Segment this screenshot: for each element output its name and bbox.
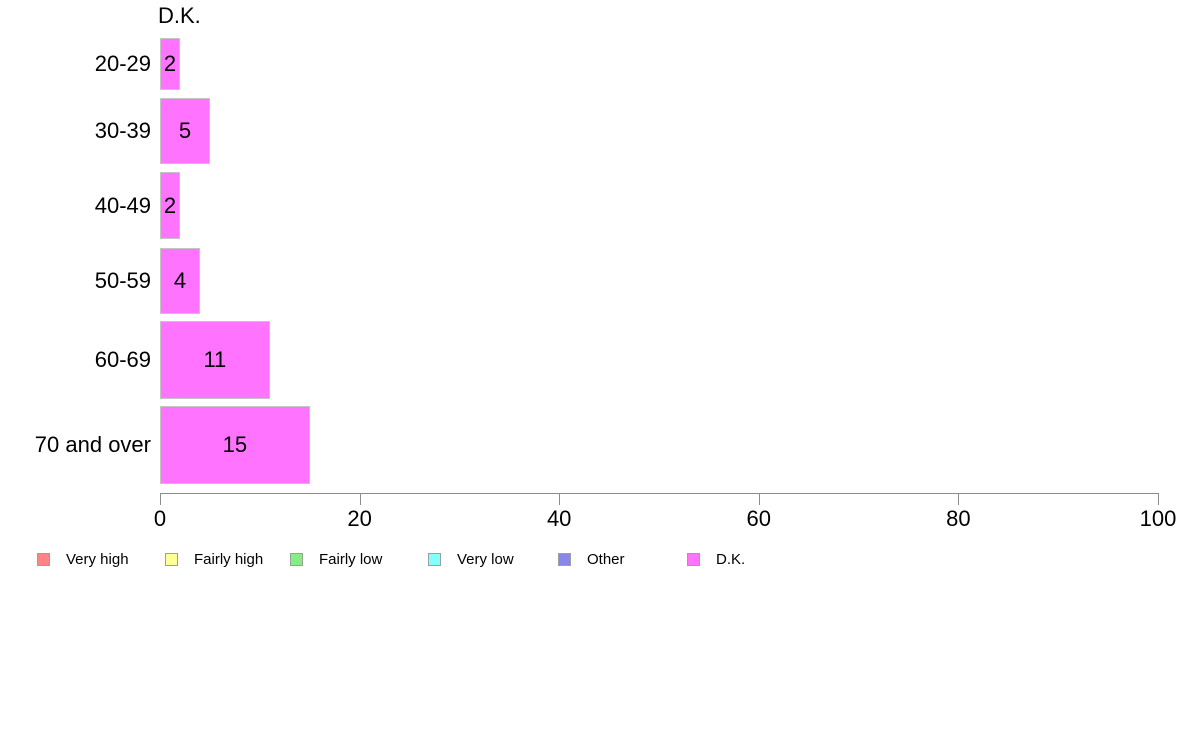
x-axis-tick-label: 60 xyxy=(746,506,772,531)
x-axis-tick-label: 80 xyxy=(946,506,971,531)
category-label: 30-39 xyxy=(94,118,151,143)
bar-value-label: 11 xyxy=(203,347,227,372)
legend-item: Other xyxy=(558,550,625,568)
bar-value-label: 5 xyxy=(178,118,192,143)
legend-item: D.K. xyxy=(687,550,746,568)
x-axis-tick xyxy=(160,493,161,505)
legend-swatch-icon xyxy=(290,552,303,566)
legend-item: Fairly low xyxy=(290,550,383,568)
legend-item: Fairly high xyxy=(165,550,264,568)
x-axis-tick xyxy=(758,493,760,505)
bar: 2 xyxy=(160,172,180,239)
x-axis-tick-label: 100 xyxy=(1139,506,1177,531)
legend-swatch-icon xyxy=(687,552,700,566)
legend-label: Other xyxy=(587,550,625,568)
bar: 4 xyxy=(160,248,200,314)
x-axis-tick xyxy=(1158,493,1159,505)
bar: 15 xyxy=(160,406,310,484)
x-axis-tick-label: 20 xyxy=(347,506,372,531)
legend-label: Very high xyxy=(66,550,129,568)
legend-swatch-icon xyxy=(37,552,50,566)
chart-title: D.K. xyxy=(158,3,201,28)
x-axis-tick xyxy=(958,493,960,505)
x-axis-tick xyxy=(559,493,561,505)
category-label: 60-69 xyxy=(94,347,151,372)
bar-value-label: 2 xyxy=(163,51,177,76)
bar: 2 xyxy=(160,38,180,90)
legend-swatch-icon xyxy=(165,552,178,566)
legend-swatch-icon xyxy=(558,552,571,566)
category-label: 40-49 xyxy=(94,192,151,218)
category-label: 50-59 xyxy=(94,268,151,293)
legend-label: Fairly low xyxy=(319,550,383,568)
legend-item: Very high xyxy=(37,550,129,568)
bar-value-label: 15 xyxy=(222,432,248,457)
category-label: 70 and over xyxy=(34,432,151,457)
legend-label: D.K. xyxy=(716,550,746,568)
bar: 11 xyxy=(160,321,270,399)
x-axis-tick-label: 0 xyxy=(153,506,167,531)
bar-value-label: 2 xyxy=(163,192,177,218)
legend-label: Very low xyxy=(457,550,514,568)
x-axis-tick xyxy=(359,493,361,505)
bar: 5 xyxy=(160,98,210,164)
legend-swatch-icon xyxy=(428,552,441,566)
category-label: 20-29 xyxy=(94,51,151,76)
x-axis-tick-label: 40 xyxy=(546,506,572,531)
bar-value-label: 4 xyxy=(173,268,187,293)
legend-item: Very low xyxy=(428,550,514,568)
x-axis-line xyxy=(160,493,1158,494)
legend-label: Fairly high xyxy=(194,550,264,568)
